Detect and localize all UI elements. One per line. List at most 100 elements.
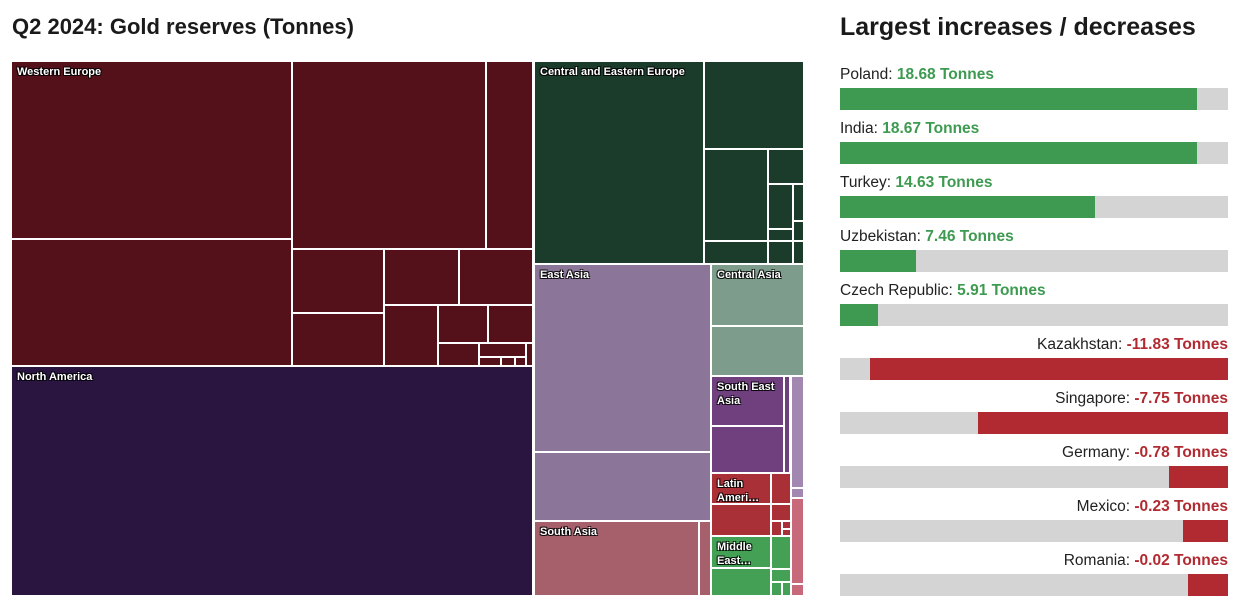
treemap-cell-middle-east[interactable]: Middle East… <box>712 537 770 567</box>
treemap-cell-latin-america[interactable] <box>783 522 790 528</box>
treemap-cell-north-america[interactable]: North America <box>12 367 532 595</box>
treemap-cell-south-east-asia[interactable]: South East Asia <box>712 377 783 425</box>
bar-row-turkey: Turkey: 14.63 Tonnes <box>840 174 1228 224</box>
treemap-cell-east-asia[interactable] <box>535 453 710 520</box>
bar-track-kazakhstan[interactable] <box>840 358 1228 380</box>
treemap-cell-western-europe[interactable] <box>293 314 383 365</box>
treemap-cell-western-europe[interactable] <box>385 250 458 304</box>
bar-track-mexico[interactable] <box>840 520 1228 542</box>
treemap-cell-central-asia[interactable]: Central Asia <box>712 265 803 325</box>
treemap-cell-western-europe[interactable] <box>489 306 532 342</box>
bar-fill-romania[interactable] <box>1188 574 1228 596</box>
treemap-cell-western-europe[interactable] <box>502 358 514 365</box>
bar-row-singapore: Singapore: -7.75 Tonnes <box>840 390 1228 440</box>
change-value: -0.78 Tonnes <box>1134 444 1228 461</box>
treemap-cell-middle-east[interactable] <box>772 570 790 581</box>
treemap-cell-western-europe[interactable] <box>487 62 532 248</box>
change-value: -0.23 Tonnes <box>1134 498 1228 515</box>
change-value: -7.75 Tonnes <box>1134 390 1228 407</box>
treemap-cell-central-and-eastern-europe[interactable] <box>705 62 803 148</box>
treemap-cell-western-europe[interactable] <box>439 344 478 365</box>
treemap-cell-western-europe[interactable] <box>480 358 500 365</box>
treemap-cell-western-europe[interactable] <box>293 250 383 312</box>
treemap-cell-central-and-eastern-europe[interactable] <box>769 230 792 240</box>
treemap-cell-western-europe[interactable] <box>527 344 532 365</box>
bar-fill-turkey[interactable] <box>840 196 1095 218</box>
treemap-cell-western-europe[interactable]: Western Europe <box>12 62 291 238</box>
treemap-cell-western-europe[interactable] <box>12 240 291 365</box>
treemap-cell-central-and-eastern-europe[interactable] <box>794 185 803 220</box>
treemap-cell-western-europe[interactable] <box>516 358 525 365</box>
bar-track-uzbekistan[interactable] <box>840 250 1228 272</box>
change-value: 14.63 Tonnes <box>895 174 993 191</box>
country-name: Turkey: <box>840 174 896 191</box>
bar-fill-uzbekistan[interactable] <box>840 250 916 272</box>
treemap-cell-latin-america[interactable] <box>783 530 790 535</box>
treemap-cell-south-east-asia[interactable] <box>712 427 783 472</box>
treemap-cell-latin-america[interactable]: Latin Ameri… <box>712 474 770 504</box>
country-name: Kazakhstan: <box>1037 336 1127 353</box>
bar-fill-india[interactable] <box>840 142 1197 164</box>
treemap-cell-unlabeled-1[interactable] <box>792 377 803 487</box>
treemap-cell-middle-east[interactable] <box>783 583 790 595</box>
bar-fill-germany[interactable] <box>1169 466 1228 488</box>
country-name: India: <box>840 120 883 137</box>
treemap-cell-latin-america[interactable] <box>772 505 790 520</box>
country-name: Poland: <box>840 66 897 83</box>
treemap-cell-central-asia[interactable] <box>712 327 803 375</box>
treemap-cell-south-asia[interactable]: South Asia <box>535 522 698 595</box>
treemap-cell-western-europe[interactable] <box>480 344 525 356</box>
treemap-cell-central-and-eastern-europe[interactable] <box>794 242 803 263</box>
treemap-cell-middle-east[interactable] <box>772 583 781 595</box>
bar-track-turkey[interactable] <box>840 196 1228 218</box>
gold-reserves-treemap: Western Europe North America Central and E… <box>12 62 803 595</box>
treemap-cell-latin-america[interactable] <box>772 522 781 535</box>
country-name: Germany: <box>1062 444 1135 461</box>
treemap-region-label: North America <box>17 371 93 383</box>
treemap-cell-middle-east[interactable] <box>772 537 790 568</box>
bar-label-romania: Romania: -0.02 Tonnes <box>840 552 1228 570</box>
treemap-cell-western-europe[interactable] <box>385 306 437 365</box>
treemap-cell-central-and-eastern-europe[interactable] <box>769 150 803 183</box>
treemap-cell-latin-america[interactable] <box>772 474 790 503</box>
treemap-cell-unlabeled-2[interactable] <box>792 585 803 595</box>
bar-row-kazakhstan: Kazakhstan: -11.83 Tonnes <box>840 336 1228 386</box>
treemap-cell-central-and-eastern-europe[interactable] <box>705 242 767 263</box>
bar-track-germany[interactable] <box>840 466 1228 488</box>
treemap-region-label: Middle East… <box>717 541 752 567</box>
treemap-cell-unlabeled-2[interactable] <box>792 499 803 583</box>
treemap-cell-east-asia[interactable]: East Asia <box>535 265 710 451</box>
bar-fill-poland[interactable] <box>840 88 1197 110</box>
bar-track-singapore[interactable] <box>840 412 1228 434</box>
treemap-cell-south-asia[interactable] <box>700 522 710 595</box>
bar-track-romania[interactable] <box>840 574 1228 596</box>
bar-track-poland[interactable] <box>840 88 1228 110</box>
treemap-cell-western-europe[interactable] <box>439 306 487 342</box>
treemap-cell-south-east-asia[interactable] <box>785 377 789 472</box>
bar-track-india[interactable] <box>840 142 1228 164</box>
country-name: Singapore: <box>1055 390 1135 407</box>
treemap-region-label: South Asia <box>540 526 598 538</box>
bar-fill-kazakhstan[interactable] <box>869 358 1228 380</box>
bar-label-india: India: 18.67 Tonnes <box>840 120 1228 138</box>
treemap-cell-central-and-eastern-europe[interactable] <box>769 185 792 228</box>
treemap-region-label: Central Asia <box>717 269 781 281</box>
bar-row-poland: Poland: 18.68 Tonnes <box>840 66 1228 116</box>
bar-track-czech-republic[interactable] <box>840 304 1228 326</box>
bar-fill-czech-republic[interactable] <box>840 304 879 326</box>
treemap-cell-western-europe[interactable] <box>460 250 532 304</box>
bar-fill-singapore[interactable] <box>978 412 1228 434</box>
change-value: 7.46 Tonnes <box>925 228 1014 245</box>
treemap-cell-unlabeled-1[interactable] <box>792 489 803 497</box>
bar-label-kazakhstan: Kazakhstan: -11.83 Tonnes <box>840 336 1228 354</box>
treemap-cell-central-and-eastern-europe[interactable]: Central and Eastern Europe <box>535 62 703 263</box>
change-value: 18.68 Tonnes <box>896 66 994 83</box>
treemap-cell-central-and-eastern-europe[interactable] <box>705 150 767 240</box>
treemap-cell-middle-east[interactable] <box>712 569 770 595</box>
country-name: Mexico: <box>1076 498 1135 515</box>
bar-fill-mexico[interactable] <box>1183 520 1228 542</box>
treemap-cell-central-and-eastern-europe[interactable] <box>794 222 803 240</box>
treemap-cell-central-and-eastern-europe[interactable] <box>769 242 792 263</box>
treemap-cell-latin-america[interactable] <box>712 505 770 535</box>
treemap-cell-western-europe[interactable] <box>293 62 485 248</box>
